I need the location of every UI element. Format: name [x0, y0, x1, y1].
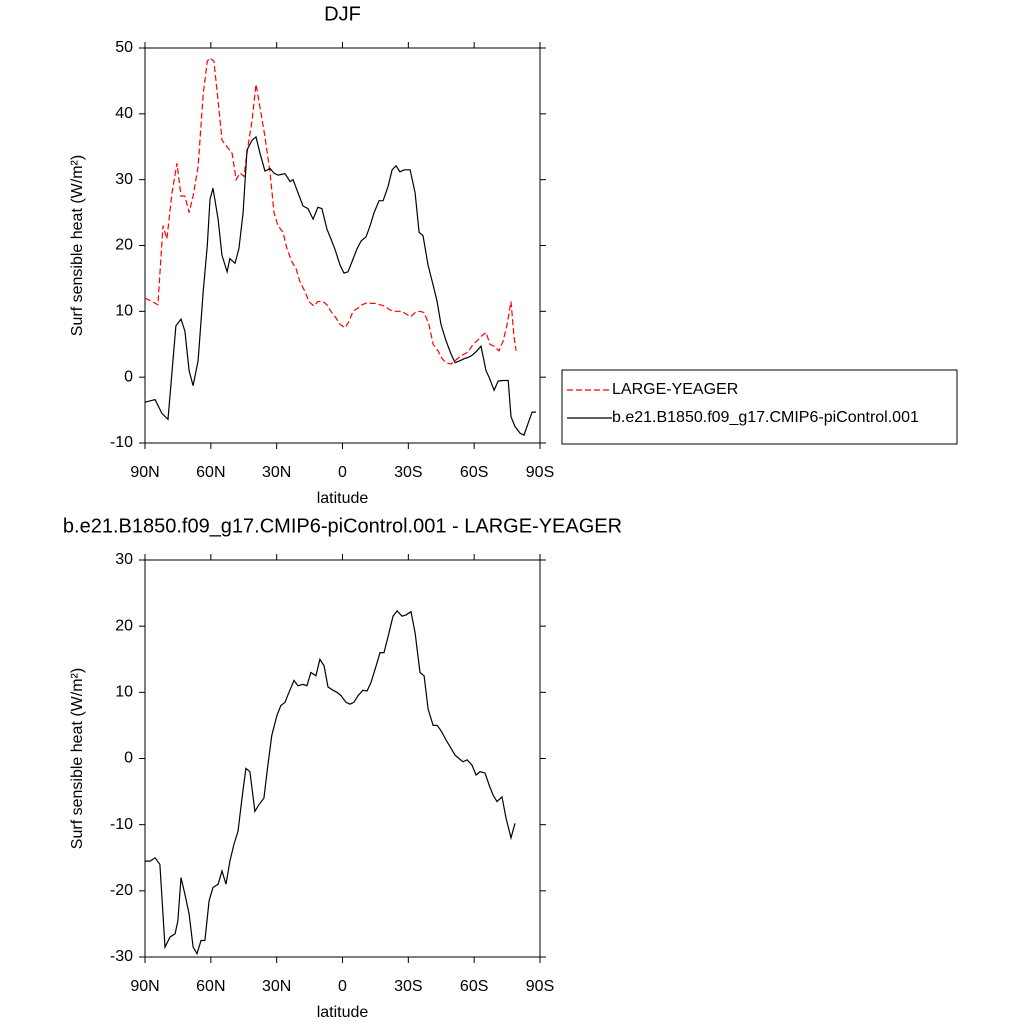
- y-tick-label: -30: [110, 948, 133, 965]
- chart-title: b.e21.B1850.f09_g17.CMIP6-piControl.001 …: [63, 515, 622, 537]
- y-tick-label: 0: [124, 750, 133, 767]
- y-axis-label: Surf sensible heat (W/m²): [69, 155, 86, 336]
- y-tick-label: 10: [115, 684, 133, 701]
- y-tick-label: -10: [110, 816, 133, 833]
- data-line: [145, 609, 516, 956]
- x-tick-label: 0: [338, 978, 347, 995]
- legend-label: LARGE-YEAGER: [612, 381, 738, 398]
- y-tick-label: -20: [110, 882, 133, 899]
- y-tick-label: 20: [115, 237, 133, 254]
- plot-frame: [144, 47, 541, 444]
- x-tick-label: 30N: [262, 978, 291, 995]
- x-tick-label: 60N: [196, 464, 225, 481]
- legend-label: b.e21.B1850.f09_g17.CMIP6-piControl.001: [612, 409, 919, 426]
- x-tick-label: 0: [338, 464, 347, 481]
- y-tick-label: -10: [110, 434, 133, 451]
- plot-frame: [144, 559, 541, 958]
- x-tick-label: 60S: [460, 978, 488, 995]
- x-axis-label: latitude: [317, 490, 369, 507]
- y-tick-label: 30: [115, 171, 133, 188]
- x-tick-label: 30S: [394, 978, 422, 995]
- x-tick-label: 60S: [460, 464, 488, 481]
- x-tick-label: 60N: [196, 978, 225, 995]
- y-tick-label: 0: [124, 368, 133, 385]
- x-tick-label: 90N: [130, 464, 159, 481]
- y-tick-label: 50: [115, 39, 133, 56]
- y-tick-label: 10: [115, 303, 133, 320]
- legend-box: [561, 369, 958, 445]
- y-tick-label: 30: [115, 551, 133, 568]
- data-line: [144, 57, 517, 365]
- y-tick-label: 40: [115, 105, 133, 122]
- x-tick-label: 30S: [394, 464, 422, 481]
- data-line: [144, 135, 536, 436]
- x-tick-label: 90N: [130, 978, 159, 995]
- chart-title: DJF: [324, 3, 361, 25]
- y-tick-label: 20: [115, 617, 133, 634]
- x-tick-label: 30N: [262, 464, 291, 481]
- y-axis-label: Surf sensible heat (W/m²): [69, 668, 86, 849]
- x-axis-label: latitude: [317, 1004, 369, 1021]
- x-tick-label: 90S: [526, 978, 554, 995]
- x-tick-label: 90S: [526, 464, 554, 481]
